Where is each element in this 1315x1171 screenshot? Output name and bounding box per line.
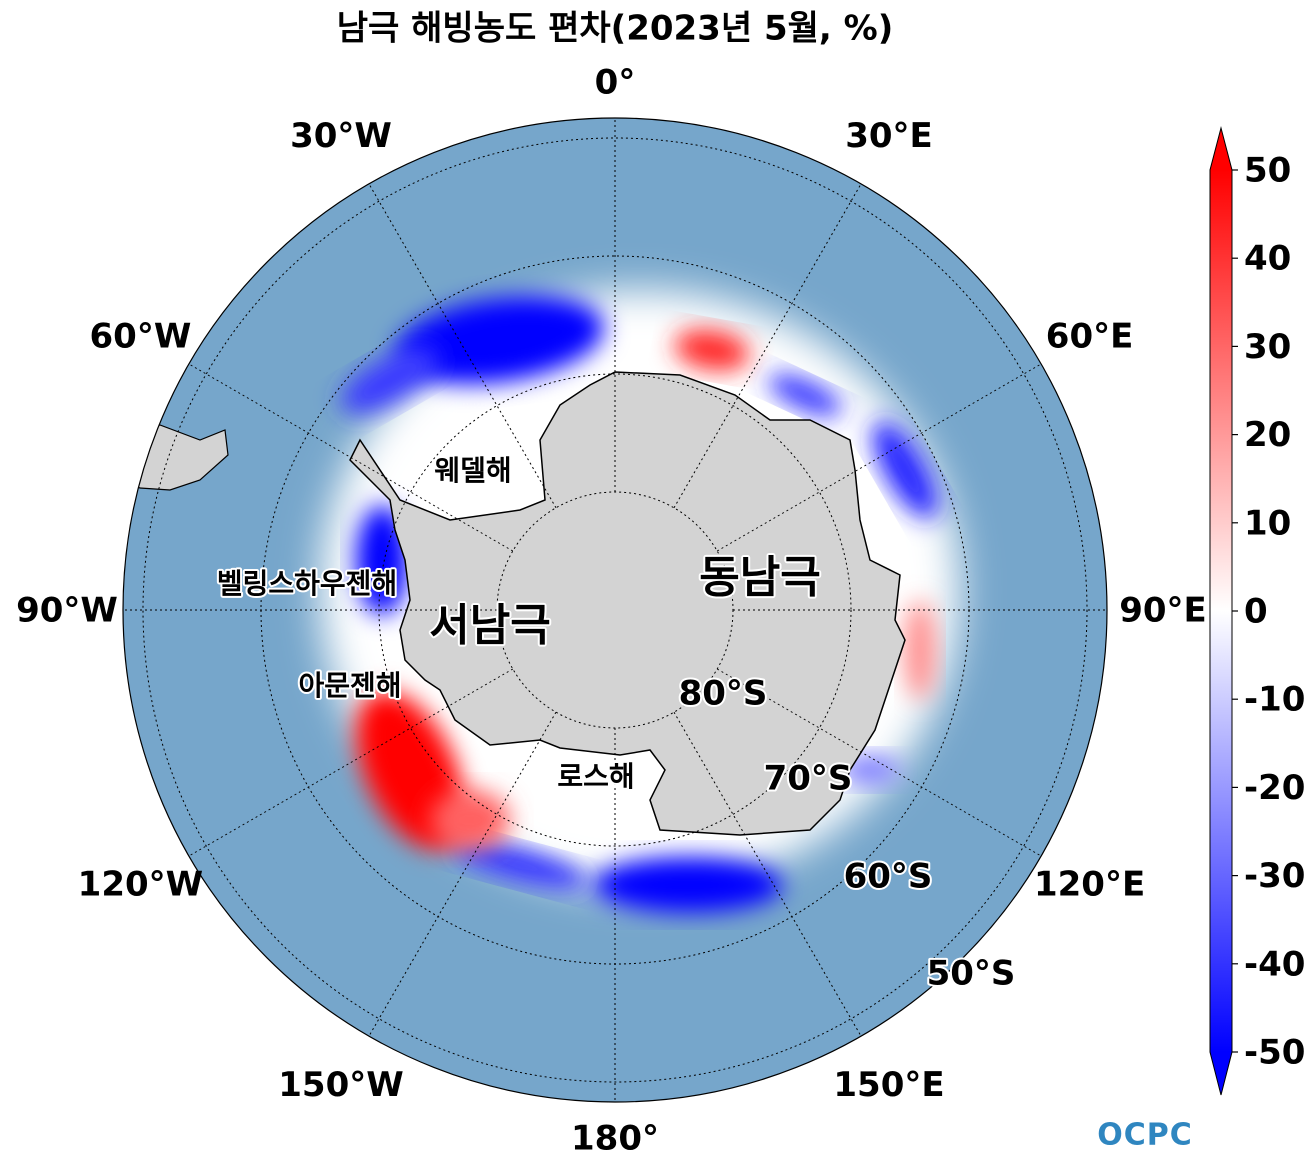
region-label: 동남극 (699, 552, 820, 603)
longitude-label: 60°E (1046, 317, 1134, 357)
map-labels: 0° 30°E 60°E 90°E 120°E 150°E 180° 150°W 120°W 90… (16, 63, 1207, 1159)
latitude-label: 50°S (927, 954, 1016, 994)
longitude-label: 60°W (90, 317, 192, 357)
meridian (716, 363, 1042, 552)
meridian (188, 668, 514, 857)
colorbar-tick-label: 20 (1244, 415, 1291, 455)
meridian (716, 668, 1042, 857)
region-label: 벨링스하우젠해 (217, 567, 397, 600)
meridian (368, 183, 557, 509)
latitude-circle (378, 373, 852, 847)
colorbar-tick-label: -20 (1244, 768, 1305, 808)
longitude-label: 150°E (833, 1065, 944, 1105)
map-border (122, 117, 1108, 1103)
latitude-label: 60°S (844, 857, 933, 897)
colorbar-body (1210, 170, 1232, 1052)
map-title: 남극 해빙농도 편차(2023년 5월, %) (337, 9, 894, 49)
region-label: 로스해 (557, 760, 634, 793)
colorbar-tick-label: -30 (1244, 856, 1305, 896)
longitude-label: 150°W (278, 1065, 403, 1105)
colorbar-tick-label: 0 (1244, 592, 1268, 632)
region-label: 서남극 (429, 600, 550, 651)
colorbar-extend-low (1210, 1052, 1232, 1095)
colorbar-tick-label: 40 (1244, 239, 1291, 279)
colorbar: -50 -40 -30 -20 -10 0 10 20 30 40 50 (1209, 126, 1305, 1096)
longitude-label: 30°W (290, 116, 392, 156)
region-label: 아문젠해 (298, 669, 401, 702)
colorbar-tick-label: -10 (1244, 680, 1305, 720)
colorbar-extend-high (1210, 128, 1232, 170)
antarctica (349, 371, 906, 836)
latitude-label: 70°S (764, 759, 853, 799)
longitude-label: 120°W (78, 865, 203, 905)
meridian (673, 711, 862, 1037)
latitude-label: 80°S (679, 674, 768, 714)
longitude-label: 0° (595, 63, 636, 103)
meridian (188, 363, 514, 552)
meridian (673, 183, 862, 509)
colorbar-tick-label: -50 (1244, 1033, 1305, 1073)
longitude-label: 90°E (1119, 591, 1207, 631)
logo: OCPC (1097, 1118, 1193, 1153)
longitude-label: 30°E (845, 116, 933, 156)
map-body (123, 118, 1107, 1102)
region-label: 웨델해 (434, 454, 511, 487)
colorbar-tick-label: -40 (1244, 944, 1305, 984)
longitude-label: 90°W (16, 591, 118, 631)
latitude-circle (142, 137, 1088, 1083)
longitude-label: 120°E (1034, 865, 1145, 905)
longitude-label: 180° (571, 1119, 659, 1159)
meridian (368, 711, 557, 1037)
colorbar-tick-label: 30 (1244, 327, 1291, 367)
colorbar-tick-label: 50 (1244, 151, 1291, 191)
graticule (123, 118, 1107, 1102)
colorbar-tick-label: 10 (1244, 503, 1291, 543)
